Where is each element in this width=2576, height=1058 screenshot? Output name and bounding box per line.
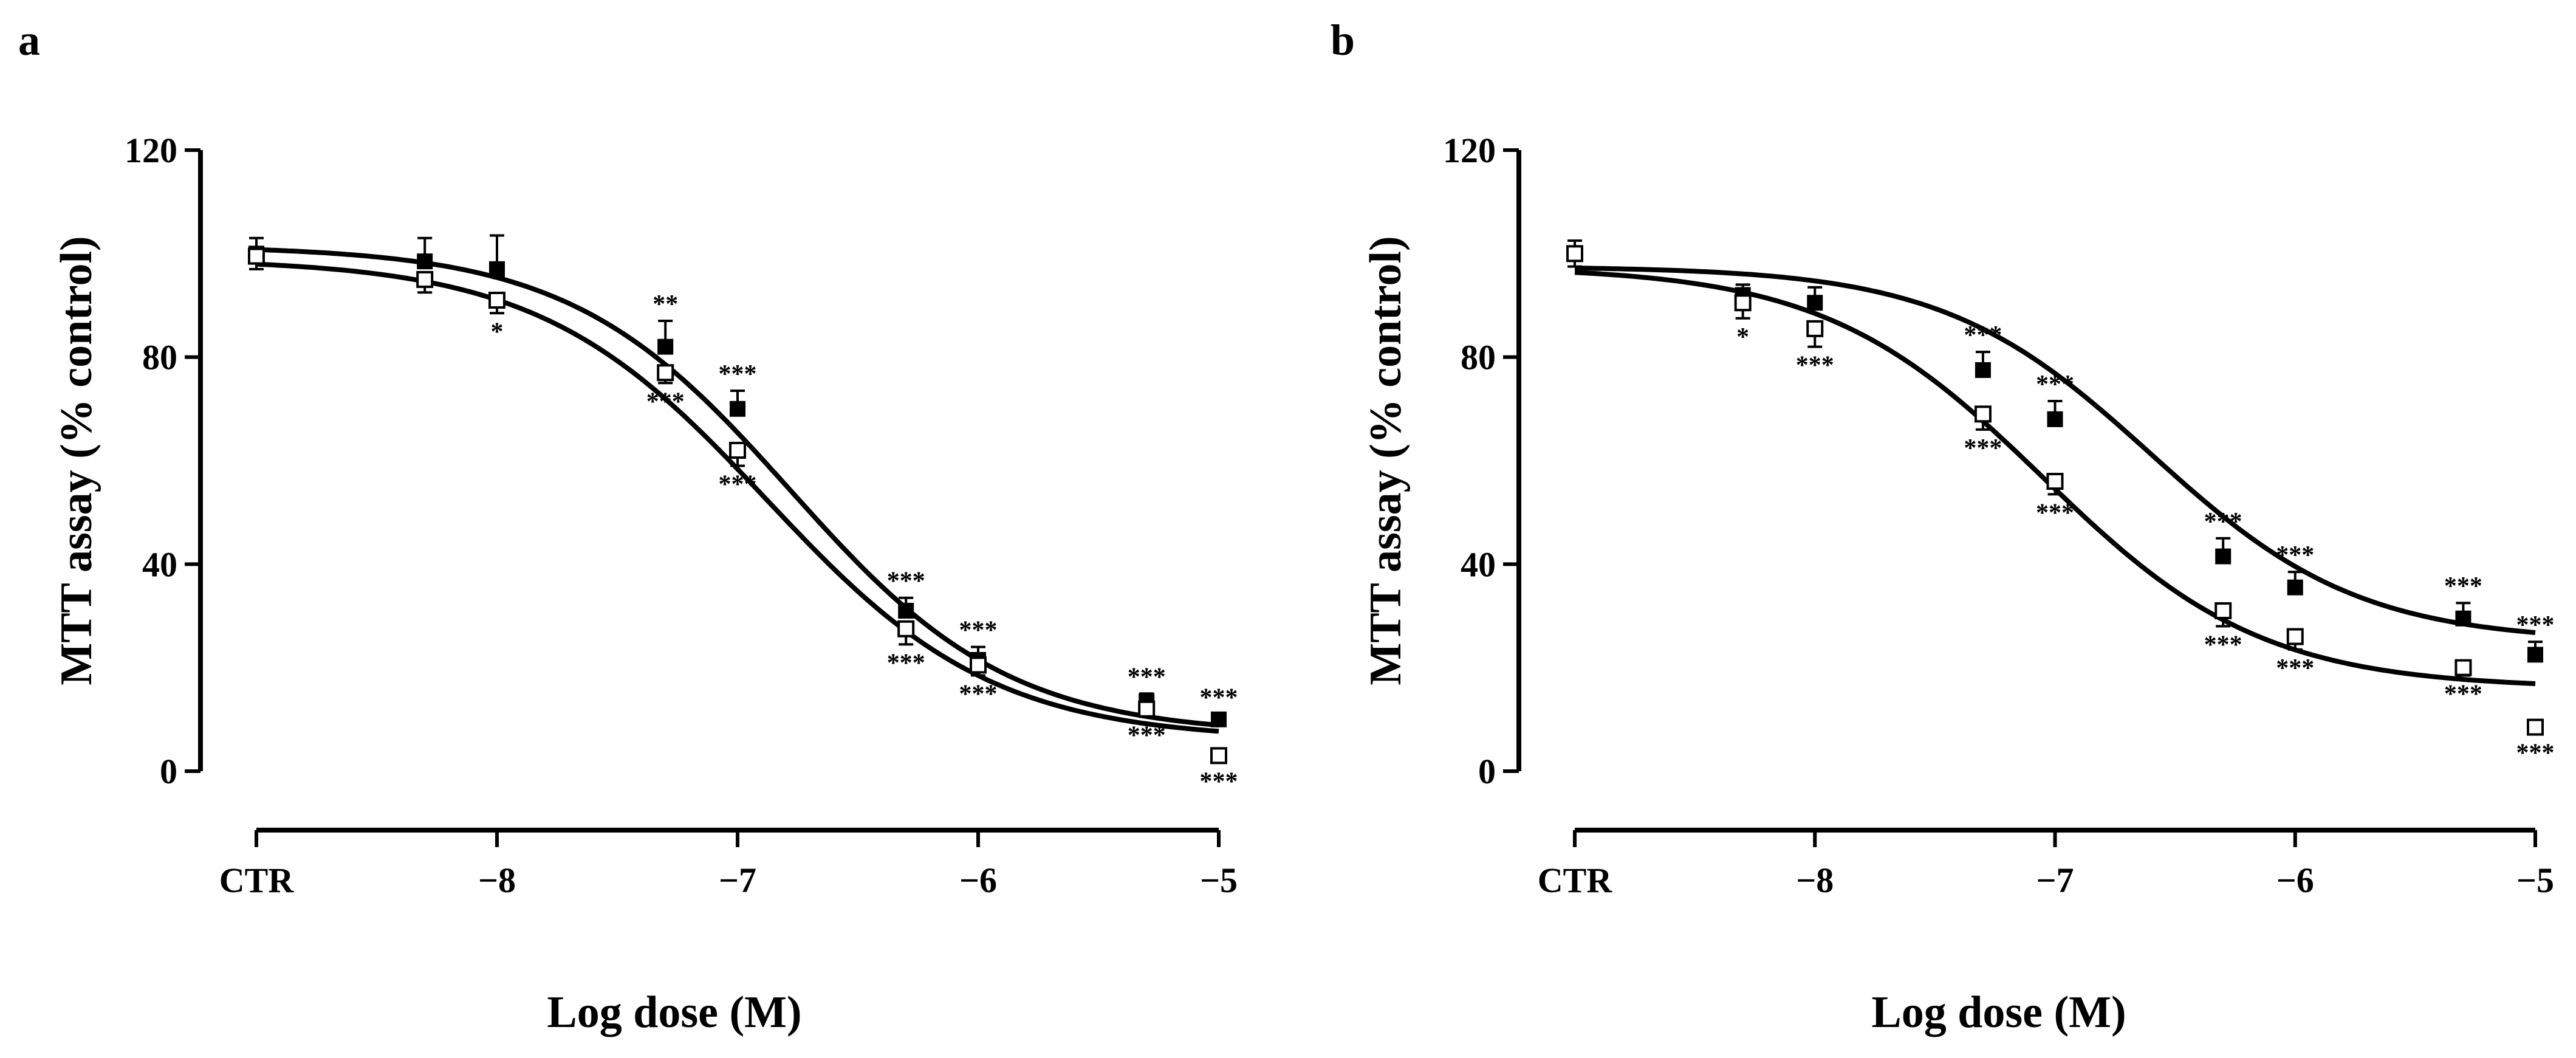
data-point [2527, 647, 2543, 663]
y-tick-label: 80 [1461, 338, 1496, 377]
data-point [2286, 628, 2304, 645]
x-tick-label: −6 [959, 860, 997, 900]
data-point [730, 400, 745, 417]
x-tick-label: −7 [2036, 860, 2074, 900]
data-point [2287, 579, 2303, 596]
y-tick-label: 120 [1443, 131, 1496, 170]
data-point [489, 261, 505, 277]
significance-label: *** [2204, 508, 2242, 536]
series-filled-square: *** *** *** *** *** *** [1567, 239, 2555, 663]
significance-label: *** [887, 568, 925, 596]
significance-label: *** [887, 649, 925, 677]
data-point [2215, 548, 2232, 565]
significance-label: *** [719, 360, 757, 388]
data-point [417, 253, 433, 270]
data-point [1974, 405, 1992, 423]
panel-label: b [1331, 16, 1355, 64]
significance-label: *** [2516, 740, 2555, 768]
data-point [1138, 700, 1156, 718]
y-tick-label: 80 [142, 338, 177, 377]
significance-label: *** [1128, 663, 1166, 691]
significance-label: *** [646, 388, 685, 416]
x-tick-label: −7 [719, 860, 756, 900]
y-axis-title: MTT assay (% control) [52, 236, 101, 685]
significance-label: *** [1964, 321, 2002, 349]
significance-label: *** [2444, 680, 2482, 708]
data-point [416, 270, 434, 288]
data-point [2455, 610, 2472, 627]
data-point [970, 656, 987, 674]
y-tick-label: 120 [125, 131, 177, 170]
x-tick-label: −8 [478, 860, 516, 900]
significance-label: *** [1200, 684, 1238, 712]
data-point [1975, 362, 1991, 378]
data-point [2046, 473, 2064, 490]
significance-label: *** [1796, 352, 1834, 380]
x-axis-title: Log dose (M) [1871, 988, 2126, 1037]
significance-label: *** [959, 617, 998, 645]
data-point [1807, 295, 1823, 311]
significance-label: *** [2516, 611, 2555, 639]
y-tick-label: 40 [1461, 544, 1496, 584]
significance-label: *** [2036, 371, 2074, 399]
y-tick-label: 0 [160, 752, 177, 791]
data-point [729, 441, 746, 459]
significance-label: *** [1128, 722, 1166, 750]
series-open-square: ******************* [248, 247, 1238, 795]
y-tick-label: 40 [142, 544, 177, 584]
significance-label: * [1736, 323, 1749, 351]
significance-label: *** [1964, 435, 2002, 462]
data-point [488, 291, 505, 309]
data-point [2047, 411, 2063, 427]
fit-curve [1574, 266, 2536, 635]
data-point [2454, 659, 2472, 676]
data-point [1211, 711, 1227, 727]
significance-label: *** [959, 680, 998, 708]
significance-label: ** [653, 290, 678, 318]
significance-label: *** [2036, 499, 2074, 527]
data-point [898, 602, 914, 619]
series-filled-square: ***************** [248, 234, 1238, 728]
y-axis-title: MTT assay (% control) [1361, 236, 1411, 685]
data-point [2527, 718, 2544, 736]
significance-label: *** [2444, 572, 2482, 600]
data-point [248, 247, 265, 265]
significance-label: *** [2276, 541, 2314, 569]
series-open-square: ********************** [1566, 245, 2555, 768]
x-tick-label: CTR [219, 860, 295, 900]
chart-panel-b: b 0 40 80 120 MTT assay (% control) CTR −8 −7 −6 −… [1331, 16, 2555, 1037]
data-point [2215, 602, 2232, 619]
data-point [657, 338, 674, 355]
chart-panel-a: a 0 40 80 120 MTT assay (% control) CTR −8 −7 −6 −… [18, 16, 1238, 1037]
fit-curve [256, 247, 1219, 728]
data-point [1566, 245, 1583, 263]
y-tick-label: 0 [1478, 752, 1496, 791]
x-axis-title: Log dose (M) [547, 988, 801, 1037]
significance-label: *** [1200, 768, 1238, 795]
significance-label: *** [2276, 654, 2314, 682]
x-tick-label: CTR [1538, 860, 1613, 900]
x-tick-label: −8 [1796, 860, 1834, 900]
significance-label: * [491, 318, 504, 346]
data-point [897, 620, 915, 637]
data-point [1210, 747, 1227, 764]
significance-label: *** [2204, 631, 2242, 659]
data-point [1734, 294, 1752, 312]
data-point [657, 364, 674, 382]
significance-label: *** [719, 471, 757, 499]
x-tick-label: −5 [2516, 860, 2554, 900]
x-tick-label: −6 [2276, 860, 2314, 900]
panel-label: a [18, 16, 40, 64]
data-point [1806, 320, 1824, 337]
x-tick-label: −5 [1200, 860, 1238, 900]
